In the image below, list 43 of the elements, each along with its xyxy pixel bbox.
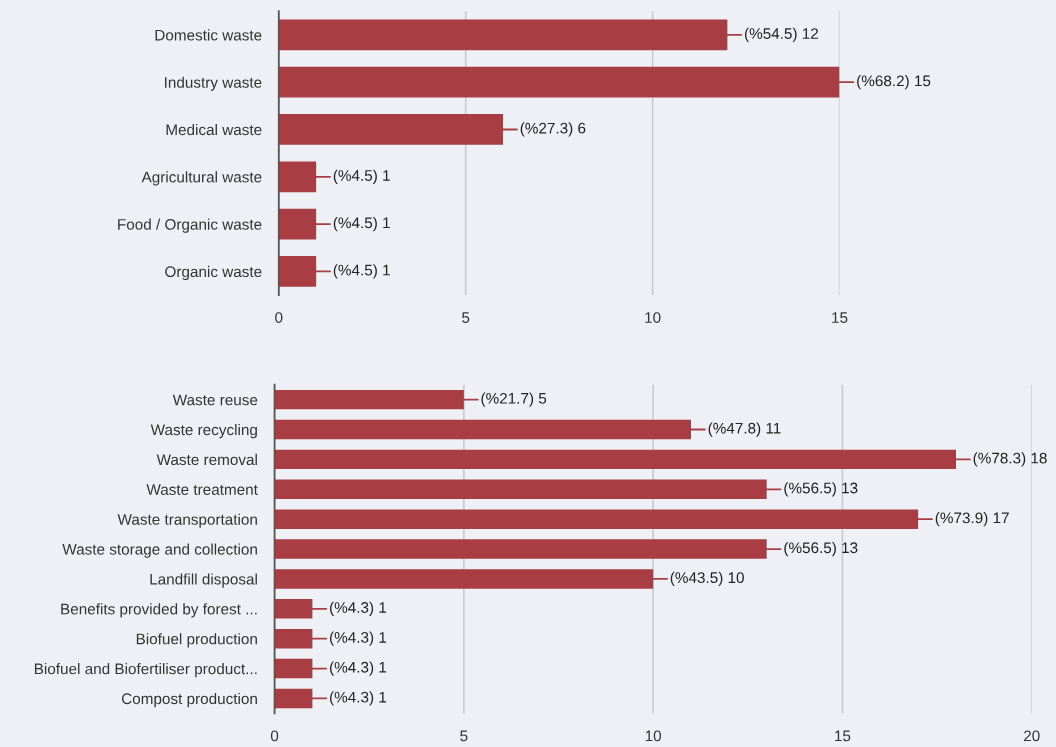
y-tick-label: Agricultural waste [141,171,262,186]
x-tick-label: 20 [1023,730,1040,742]
data-label: (%68.2) 15 [857,75,931,90]
y-tick-label: Biofuel and Biofertiliser product... [34,663,257,678]
data-label: (%78.3) 18 [973,452,1047,467]
data-label: (%4.5) 1 [333,169,390,184]
data-label: (%4.5) 1 [333,264,390,279]
y-tick-label: Industry waste [165,76,262,91]
y-tick-label: Medical waste [166,123,262,136]
y-tick-label: Food / Organic waste [118,218,262,233]
y-tick-label: Waste removal [156,453,257,466]
y-tick-label: Waste storage and collection [62,543,257,558]
x-tick-label: 10 [645,730,662,742]
data-label: (%21.7) 5 [481,392,547,407]
data-label: (%43.5) 10 [670,571,744,587]
data-label: (%47.8) 11 [708,422,781,437]
data-label: (%4.3) 1 [330,661,387,676]
x-tick-label: 0 [270,730,279,742]
data-label: (%54.5) 12 [744,27,819,42]
x-tick-label: 15 [832,312,848,323]
y-tick-label: Waste reuse [172,394,258,406]
data-label: (%4.3) 1 [330,631,387,646]
x-tick-label: 15 [835,730,851,742]
data-label: (%4.3) 1 [330,691,387,706]
y-tick-label: Benefits provided by forest ... [61,603,257,618]
y-tick-label: Domestic waste [155,29,262,41]
x-tick-label: 10 [645,312,661,323]
y-tick-label: Landfill disposal [150,573,257,588]
data-label: (%27.3) 6 [520,122,586,137]
y-tick-label: Waste treatment [146,484,258,495]
y-tick-label: Biofuel production [136,633,257,648]
y-tick-label: Compost production [121,692,257,708]
data-label: (%4.5) 1 [333,216,390,232]
y-tick-label: Waste recycling [150,423,257,439]
data-label: (%73.9) 17 [935,512,1009,527]
x-tick-label: 5 [462,312,470,323]
data-label: (%56.5) 13 [784,482,858,497]
data-label: (%56.5) 13 [784,541,858,557]
y-tick-label: Organic waste [165,265,262,281]
y-tick-label: Waste transportation [117,513,257,528]
x-tick-label: 0 [275,312,283,323]
data-label: (%4.3) 1 [330,601,387,616]
x-tick-label: 5 [460,730,468,742]
